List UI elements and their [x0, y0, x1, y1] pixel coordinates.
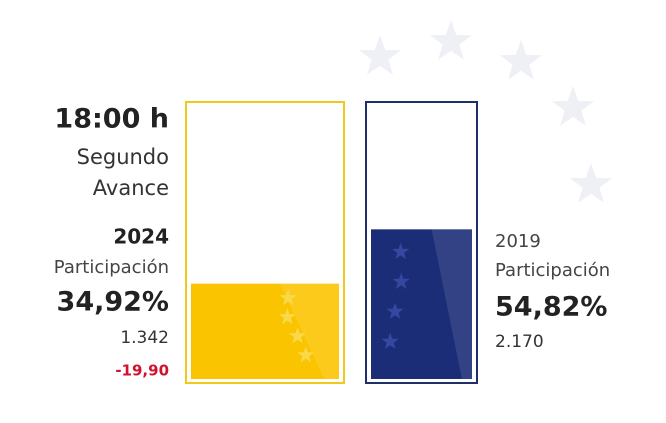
- star-decoration: [386, 302, 404, 319]
- count-label: 2.170: [495, 332, 544, 352]
- star-decoration: [278, 308, 296, 325]
- chart-subtitle: Segundo Avance: [76, 145, 169, 200]
- star-decoration: [297, 346, 315, 363]
- bar-shade: [431, 229, 472, 379]
- year-label: 2019: [495, 231, 541, 252]
- chart-title: 18:00 h: [54, 104, 169, 135]
- metric-label: Participación: [54, 257, 169, 278]
- star-decoration: [552, 86, 594, 126]
- year-label: 2024: [113, 225, 169, 249]
- star-decoration: [381, 332, 399, 349]
- change-label: -19,90: [115, 362, 169, 380]
- star-decoration: [359, 35, 401, 75]
- bar-frame: [365, 101, 478, 384]
- star-decoration: [392, 242, 410, 260]
- star-decoration: [289, 327, 307, 344]
- bar: [191, 283, 339, 379]
- value-label: 54,82%: [495, 292, 607, 323]
- bar-shade: [279, 283, 339, 379]
- metric-label: Participación: [495, 260, 610, 281]
- star-decoration: [500, 40, 542, 80]
- star-decoration: [570, 163, 612, 203]
- value-label: 34,92%: [57, 287, 169, 318]
- count-label: 1.342: [120, 328, 169, 348]
- bar: [371, 229, 472, 379]
- bar-frame: [185, 101, 345, 384]
- star-decoration: [279, 289, 297, 306]
- star-decoration: [430, 20, 472, 60]
- star-decoration: [392, 272, 410, 289]
